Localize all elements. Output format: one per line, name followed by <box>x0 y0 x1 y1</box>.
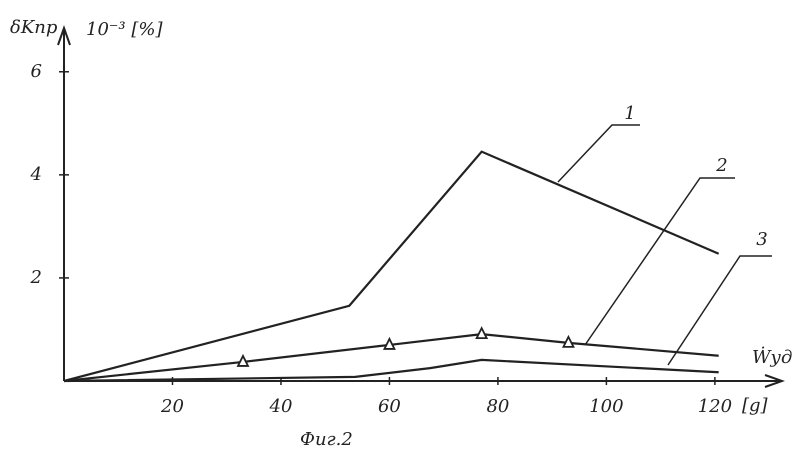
y-tick-label: 2 <box>30 267 42 288</box>
x-tick-label: 20 <box>160 396 184 417</box>
y-unit: 10⁻³ [%] <box>86 19 163 40</box>
series-label: 1 <box>624 103 635 124</box>
x-tick-label: 40 <box>269 396 293 417</box>
marker <box>563 337 573 347</box>
series-label: 3 <box>756 229 767 250</box>
x-tick-label: 80 <box>486 396 509 417</box>
leader-1 <box>558 125 640 182</box>
y-tick-label: 6 <box>31 61 42 82</box>
marker <box>238 356 248 366</box>
x-tick-label: 100 <box>589 396 623 417</box>
x-tick-label: 120 <box>698 396 732 417</box>
x-unit: [g] <box>742 395 769 416</box>
caption: Фиг.2 <box>300 429 353 450</box>
x-label: Ẇуд <box>752 345 792 368</box>
marker <box>384 339 394 349</box>
chart: δKпр 10⁻³ [%] Ẇуд [g] Фиг.2 2 4 6 20 40 60 80 1… <box>0 0 800 466</box>
x-tick-label: 60 <box>378 396 401 417</box>
marker <box>477 328 487 338</box>
y-tick-label: 4 <box>30 164 42 185</box>
series-label: 2 <box>715 155 727 176</box>
y-label: δKпр <box>10 17 58 38</box>
leader-2 <box>585 178 735 345</box>
